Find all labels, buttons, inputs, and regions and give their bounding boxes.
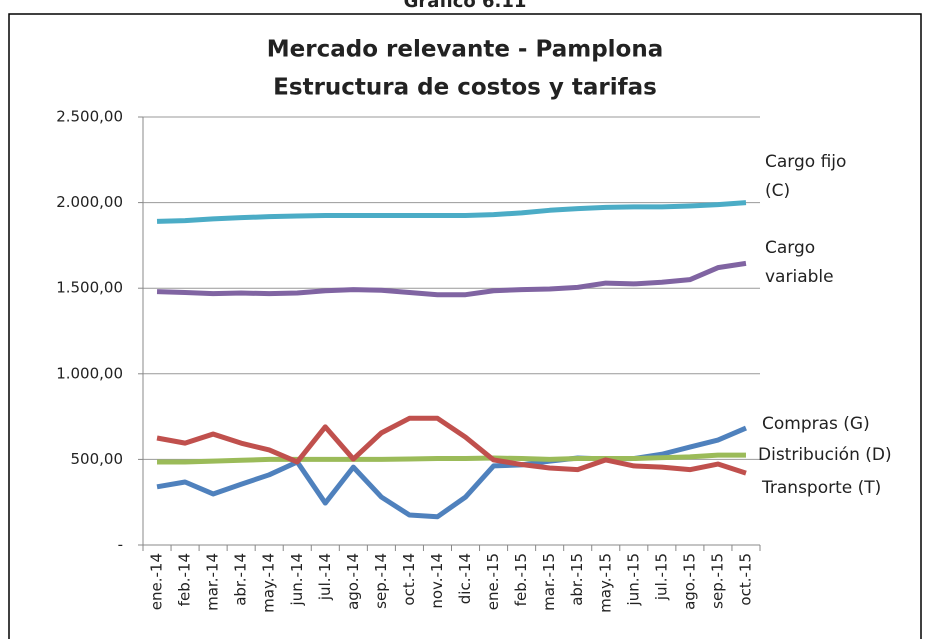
x-tick-label: ene.-14 <box>148 553 166 610</box>
series-line <box>156 200 747 224</box>
x-tick-label: jul.-15 <box>652 553 670 601</box>
x-tick-label: ene.-15 <box>484 553 502 610</box>
series-label: Cargo fijo (C) <box>765 152 847 201</box>
series-line <box>156 415 747 476</box>
x-tick-label: oct.-14 <box>400 553 418 606</box>
y-tick-label: 1.000,00 <box>56 364 123 382</box>
x-tick-label: ago.-14 <box>344 553 362 610</box>
chart-border <box>8 13 922 639</box>
x-tick-label: dic.-14 <box>456 553 474 604</box>
series-label: Distribución (D) <box>758 445 892 465</box>
x-tick-label: feb.-14 <box>176 553 194 606</box>
x-tick-label: nov.-14 <box>428 553 446 609</box>
header: Gráfico 6.11 <box>404 0 527 12</box>
x-tick-label: mar.-14 <box>204 553 222 611</box>
x-tick-label: sep.-15 <box>708 553 726 609</box>
series-label: Compras (G) <box>762 414 870 434</box>
series-label: Transporte (T) <box>762 478 882 498</box>
x-tick-label: abr.-15 <box>568 553 586 606</box>
y-tick-label: 1.500,00 <box>56 279 123 297</box>
x-tick-label: jun.-15 <box>624 553 642 606</box>
series-line <box>157 452 746 465</box>
x-tick-label: oct.-15 <box>736 553 754 606</box>
x-tick-label: sep.-14 <box>372 553 390 609</box>
x-tick-label: ago.-15 <box>680 553 698 610</box>
y-tick-label: - <box>118 536 123 554</box>
x-tick-label: feb.-15 <box>512 553 530 606</box>
y-tick-label: 2.500,00 <box>56 108 123 126</box>
y-tick-label: 500,00 <box>71 450 124 468</box>
series-line <box>156 260 747 298</box>
x-tick-label: abr.-14 <box>232 553 250 606</box>
x-tick-label: may.-15 <box>596 553 614 613</box>
series-label: Cargo variable <box>765 238 834 287</box>
series-line <box>156 425 747 520</box>
y-tick-label: 2.000,00 <box>56 193 123 211</box>
x-tick-label: mar.-15 <box>540 553 558 611</box>
x-tick-label: jul.-14 <box>316 553 334 601</box>
chart-title: Mercado relevante - Pamplona <box>267 37 664 63</box>
chart-subtitle: Estructura de costos y tarifas <box>273 75 657 101</box>
x-tick-label: jun.-14 <box>288 553 306 606</box>
x-tick-label: may.-14 <box>260 553 278 613</box>
